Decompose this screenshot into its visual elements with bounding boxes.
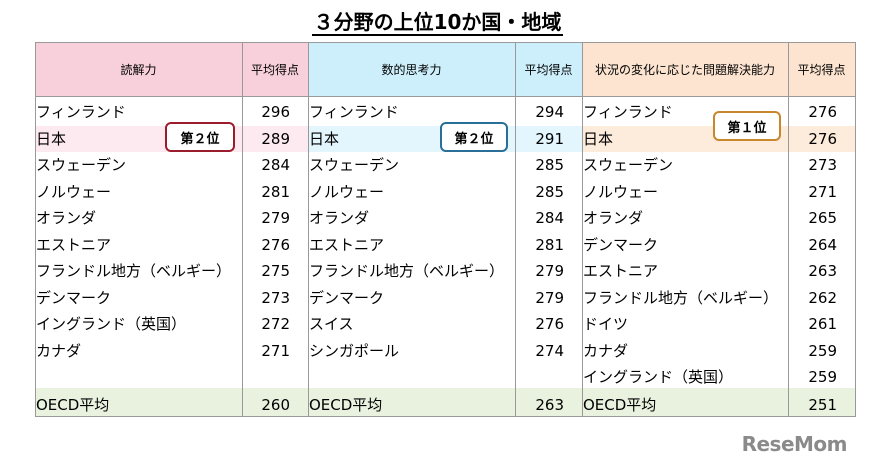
header-bg: [35, 42, 308, 96]
country-name: オランダ: [36, 209, 97, 227]
column-border: [788, 42, 789, 416]
score: 272: [261, 315, 290, 333]
country-name: ドイツ: [583, 315, 629, 333]
column-border: [242, 42, 243, 416]
score: 276: [535, 315, 564, 333]
country-name: スイス: [309, 315, 354, 333]
column-border: [582, 42, 583, 416]
column-border: [308, 42, 309, 416]
score: 273: [808, 156, 837, 174]
score: 281: [261, 182, 290, 201]
country-name: フランドル地方（ベルギー）: [309, 262, 505, 280]
score: 294: [535, 103, 564, 121]
score: 274: [535, 341, 564, 360]
country-name: デンマーク: [309, 288, 385, 307]
country-name: デンマーク: [583, 235, 659, 254]
title: ３分野の上位10か国・地域: [311, 10, 564, 36]
score: 276: [808, 103, 837, 121]
rank-badge: 第１位: [713, 111, 781, 141]
score: 291: [535, 129, 564, 148]
country-name: スウェーデン: [36, 156, 127, 174]
oecd-score: 251: [808, 396, 837, 414]
row-border: [35, 96, 856, 97]
country-name: シンガポール: [309, 341, 400, 360]
country-name: フランドル地方（ベルギー）: [583, 288, 779, 307]
country-name: イングランド（英国）: [36, 315, 187, 333]
score: 275: [261, 262, 290, 280]
rank-badge: 第２位: [440, 122, 508, 152]
score: 285: [535, 156, 564, 174]
oecd-name: OECD平均: [583, 396, 657, 414]
country-name: 日本: [36, 129, 67, 148]
score: 259: [808, 368, 837, 386]
score: 264: [808, 235, 837, 254]
header-bg: [582, 42, 855, 96]
title-wrap: ３分野の上位10か国・地域: [0, 6, 875, 36]
country-name: エストニア: [36, 235, 112, 254]
country-name: 日本: [309, 129, 340, 148]
country-name: フィンランド: [36, 103, 126, 121]
country-name: オランダ: [583, 209, 644, 227]
score: 261: [808, 315, 837, 333]
score: 271: [261, 341, 290, 360]
country-name: デンマーク: [36, 288, 112, 307]
rank-badge: 第２位: [165, 122, 235, 152]
score: 279: [535, 262, 564, 280]
column-border: [515, 42, 516, 416]
score: 281: [535, 235, 564, 254]
score: 276: [261, 235, 290, 254]
score-header: 平均得点: [250, 62, 299, 77]
country-name: フランドル地方（ベルギー）: [36, 262, 232, 280]
score: 289: [261, 129, 290, 148]
country-name: ノルウェー: [36, 182, 112, 201]
score: 285: [535, 182, 564, 201]
score: 284: [535, 209, 564, 227]
country-name: エストニア: [309, 235, 385, 254]
country-name: ノルウェー: [309, 182, 385, 201]
section-header: 読解力: [120, 62, 157, 77]
score: 271: [808, 182, 837, 201]
country-name: カナダ: [36, 341, 82, 360]
score: 276: [808, 129, 837, 148]
section-header: 数的思考力: [381, 62, 442, 77]
country-name: カナダ: [583, 341, 629, 360]
score: 296: [261, 103, 290, 121]
country-name: フィンランド: [309, 103, 399, 121]
score: 262: [808, 288, 837, 307]
oecd-score: 263: [535, 396, 564, 414]
country-name: スウェーデン: [309, 156, 400, 174]
oecd-name: OECD平均: [36, 396, 110, 414]
score: 259: [808, 341, 837, 360]
score-header: 平均得点: [524, 62, 573, 77]
row-border: [35, 42, 856, 43]
row-border: [35, 416, 856, 417]
country-name: スウェーデン: [583, 156, 674, 174]
score: 265: [808, 209, 837, 227]
country-name: イングランド（英国）: [583, 368, 734, 386]
country-name: エストニア: [583, 262, 659, 280]
country-name: ノルウェー: [583, 182, 659, 201]
column-border: [35, 42, 36, 416]
oecd-score: 260: [261, 396, 290, 414]
country-name: 日本: [583, 129, 614, 148]
country-name: フィンランド: [583, 103, 673, 121]
oecd-bg: [582, 388, 855, 416]
score: 263: [808, 262, 837, 280]
oecd-name: OECD平均: [309, 396, 383, 414]
oecd-bg: [308, 388, 582, 416]
score: 284: [261, 156, 290, 174]
score: 279: [261, 209, 290, 227]
header-bg: [308, 42, 582, 96]
logo: ReseMom: [741, 432, 848, 456]
country-name: オランダ: [309, 209, 370, 227]
score-header: 平均得点: [797, 62, 846, 77]
score: 273: [261, 288, 290, 307]
section-header: 状況の変化に応じた問題解決能力: [594, 62, 775, 77]
oecd-bg: [35, 388, 308, 416]
column-border: [855, 42, 856, 416]
score: 279: [535, 288, 564, 307]
